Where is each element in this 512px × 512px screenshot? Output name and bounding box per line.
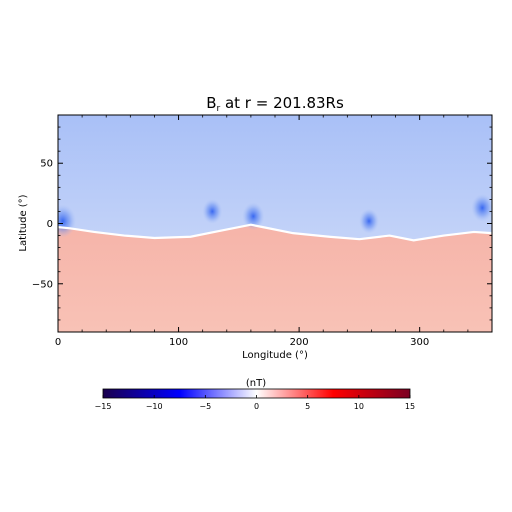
x-axis-ticks: 0 100 200 300	[55, 115, 493, 348]
colorbar-label: (nT)	[246, 378, 266, 389]
negative-blob-1	[202, 199, 223, 224]
south-hemisphere-field	[58, 224, 492, 332]
negative-blob-4	[471, 194, 492, 222]
negative-blob-2	[242, 202, 265, 231]
colorbar-tick-label: 15	[405, 402, 415, 411]
x-tick-label: 100	[169, 337, 188, 348]
x-tick-label: 0	[55, 337, 61, 348]
colorbar-tick-label: 10	[354, 402, 364, 411]
y-axis-ticks: −50 0 50	[32, 114, 492, 333]
y-tick-label: 0	[47, 219, 53, 230]
negative-blob-0	[58, 204, 77, 238]
chart-title: Br at r = 201.83Rs	[206, 94, 344, 114]
y-tick-label: −50	[32, 279, 53, 290]
heatmap-field	[58, 115, 492, 332]
colorbar-tick-label: 5	[305, 402, 310, 411]
y-axis-label: Latitude (°)	[18, 194, 29, 251]
x-tick-label: 200	[290, 337, 309, 348]
x-tick-label: 300	[410, 337, 429, 348]
y-tick-label: 50	[40, 159, 53, 170]
colorbar-tick-label: −5	[199, 402, 211, 411]
x-axis-label: Longitude (°)	[242, 350, 308, 361]
neutral-line	[58, 223, 492, 242]
colorbar-tick-label: −15	[95, 402, 112, 411]
colorbar-ticks: −15 −10 −5 0 5 10 15	[95, 395, 415, 411]
colorbar-tick-label: 0	[254, 402, 259, 411]
colorbar-tick-label: −10	[146, 402, 163, 411]
negative-blob-3	[359, 208, 379, 234]
